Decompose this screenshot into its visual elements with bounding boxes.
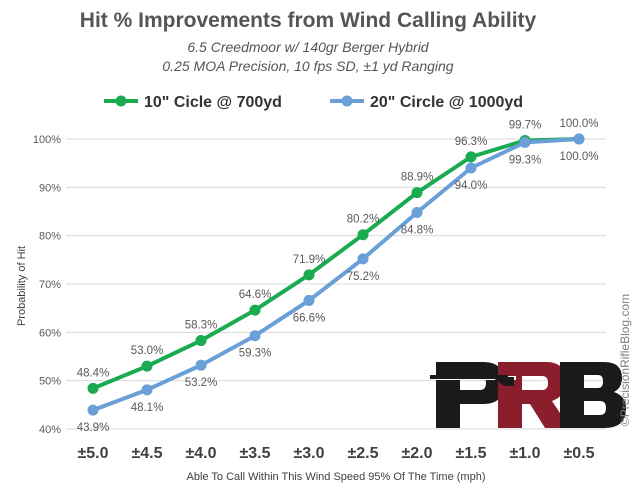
series-1-marker (87, 382, 99, 394)
series-2-data-label: 75.2% (347, 271, 380, 283)
series-2-marker (141, 384, 153, 396)
series-2-marker (411, 206, 423, 218)
x-tick-label: ±0.5 (563, 445, 594, 462)
series-2-data-label: 84.8% (401, 224, 434, 236)
x-tick-label: ±4.5 (131, 445, 162, 462)
series-2-marker (357, 253, 369, 265)
series-line-2 (91, 137, 581, 413)
series-2-marker (465, 162, 477, 174)
series-2-data-label: 100.0% (559, 151, 598, 163)
logo-letter-r (498, 362, 570, 428)
series-1-data-label: 80.2% (347, 214, 380, 226)
chart-title: Hit % Improvements from Wind Calling Abi… (80, 9, 537, 32)
y-tick-label: 100% (33, 134, 61, 146)
series-1-data-label: 53.0% (131, 345, 164, 357)
x-tick-label: ±3.5 (239, 445, 270, 462)
series-2-data-label: 94.0% (455, 180, 488, 192)
series-1-marker (465, 151, 477, 163)
y-tick-label: 40% (39, 424, 61, 436)
legend-swatch-marker (115, 95, 127, 107)
series-1-data-label: 48.4% (77, 367, 110, 379)
legend-entry-2: 20" Circle @ 1000yd (370, 94, 523, 111)
series-2-marker (303, 294, 315, 306)
series-2-data-label: 48.1% (131, 402, 164, 414)
data-labels: 48.4% 53.0% 58.3% 64.6% 71.9% 80.2% 88.9% 96.3%… (77, 118, 599, 434)
series-2-data-label: 59.3% (239, 348, 272, 360)
series-1-marker (411, 187, 423, 199)
series-2-data-label: 66.6% (293, 312, 326, 324)
series-line-1 (91, 137, 581, 391)
y-tick-label: 60% (39, 327, 61, 339)
series-1-data-label: 96.3% (455, 136, 488, 148)
series-2-marker (573, 133, 585, 145)
series-1-data-label: 88.9% (401, 172, 434, 184)
series-2-marker (249, 330, 261, 342)
chart-subtitle-line-2: 0.25 MOA Precision, 10 fps SD, ±1 yd Ran… (162, 58, 453, 74)
x-tick-label: ±1.0 (509, 445, 540, 462)
y-axis-label: Probability of Hit (16, 246, 28, 326)
x-tick-label: ±1.5 (455, 445, 486, 462)
y-tick-label: 80% (39, 231, 61, 243)
series-1-marker (195, 335, 207, 347)
x-tick-label: ±3.0 (293, 445, 324, 462)
chart-subtitle-line-1: 6.5 Creedmoor w/ 140gr Berger Hybrid (187, 39, 429, 55)
series-2-marker (87, 404, 99, 416)
x-tick-label: ±2.0 (401, 445, 432, 462)
y-tick-label: 90% (39, 182, 61, 194)
x-tick-label: ±4.0 (185, 445, 216, 462)
series-1-marker (141, 360, 153, 372)
x-axis-label: Able To Call Within This Wind Speed 95% … (187, 471, 486, 483)
x-tick-label: ±2.5 (347, 445, 378, 462)
prb-logo (430, 362, 626, 428)
series-1-data-label: 58.3% (185, 320, 218, 332)
x-tick-label: ±5.0 (77, 445, 108, 462)
series-2-marker (519, 136, 531, 148)
series-1-data-label: 71.9% (293, 254, 326, 266)
x-axis-ticks: ±5.0 ±4.5 ±4.0 ±3.5 ±3.0 ±2.5 ±2.0 ±1.5 ±1.0 ±0.5 (77, 445, 594, 462)
series-1-data-label: 100.0% (559, 118, 598, 130)
series-1-marker (303, 269, 315, 281)
series-1-data-label: 64.6% (239, 289, 272, 301)
y-tick-label: 70% (39, 279, 61, 291)
y-tick-label: 50% (39, 376, 61, 388)
series-2-data-label: 53.2% (185, 377, 218, 389)
series-2-data-label: 43.9% (77, 422, 110, 434)
series-1-data-label: 99.7% (509, 119, 542, 131)
logo-letter-b (560, 362, 626, 428)
series-2-data-label: 99.3% (509, 154, 542, 166)
series-lines (87, 133, 585, 416)
watermark: ©PrecisionRifleBlog.com (618, 294, 632, 426)
series-1-marker (357, 229, 369, 241)
legend: 10" Cicle @ 700yd 20" Circle @ 1000yd (104, 94, 523, 111)
gridlines (66, 138, 606, 430)
y-axis-ticks: 40% 50% 60% 70% 80% 90% 100% (33, 134, 61, 436)
series-2-marker (195, 359, 207, 371)
rifle-silhouette-icon (430, 369, 516, 386)
series-1-marker (249, 304, 261, 316)
legend-swatch-marker (341, 95, 353, 107)
legend-entry-1: 10" Cicle @ 700yd (144, 94, 282, 111)
